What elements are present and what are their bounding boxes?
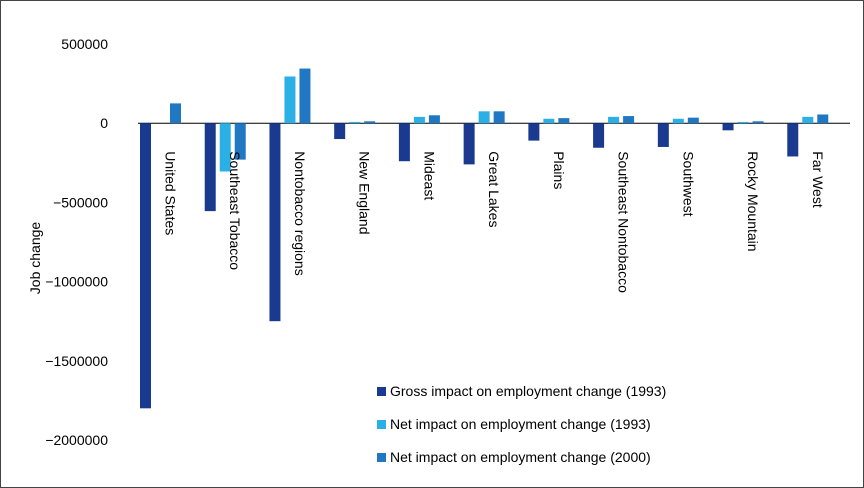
legend-label: Net impact on employment change (2000) [390, 449, 651, 465]
bar-10-series-1 [802, 116, 814, 124]
y-tick-label: −500000 [53, 194, 108, 210]
bar-4-series-2 [428, 115, 440, 124]
bar-1-series-0 [204, 123, 216, 212]
category-label: Great Lakes [486, 151, 502, 227]
bar-1-series-1 [219, 123, 231, 172]
category-label: New England [357, 151, 373, 234]
bar-10-series-2 [817, 114, 829, 124]
category-label: Nontobacco regions [292, 151, 308, 276]
category-label: Mideast [421, 151, 437, 200]
bar-3-series-2 [364, 121, 376, 124]
bar-7-series-2 [623, 116, 635, 124]
bar-6-series-1 [543, 118, 555, 124]
legend: Gross impact on employment change (1993)… [377, 383, 666, 465]
bar-5-series-2 [493, 111, 505, 124]
category-label: Rocky Mountain [745, 151, 761, 251]
bar-8-series-0 [657, 123, 669, 147]
legend-swatch [377, 453, 386, 462]
bar-5-series-0 [463, 123, 475, 165]
category-label: Southeast Nontobacco [616, 151, 632, 293]
y-axis-label: Job change [27, 222, 43, 295]
y-tick-label: −2000000 [45, 432, 108, 448]
bar-4-series-0 [398, 123, 410, 162]
category-label: Southwest [680, 151, 696, 216]
bar-10-series-0 [787, 123, 799, 157]
bar-7-series-1 [608, 116, 620, 124]
bars [140, 68, 829, 409]
y-tick-label: 500000 [61, 36, 108, 52]
bar-0-series-2 [170, 103, 181, 124]
bar-9-series-0 [722, 123, 734, 131]
legend-swatch [377, 420, 386, 429]
y-tick-label: −1000000 [45, 274, 108, 290]
bar-1-series-2 [234, 123, 246, 160]
bar-3-series-0 [334, 123, 346, 140]
bar-2-series-0 [269, 123, 281, 322]
bar-3-series-1 [349, 121, 361, 124]
category-label: Plains [551, 151, 567, 189]
bar-4-series-1 [413, 116, 425, 124]
y-tick-label: −1500000 [45, 353, 108, 369]
bar-9-series-1 [737, 121, 749, 124]
bar-8-series-2 [687, 117, 699, 124]
bar-6-series-2 [558, 118, 570, 124]
y-axis: 500000 0 −500000 −1000000 −1500000 −2000000 [45, 36, 108, 448]
bar-2-series-2 [299, 68, 311, 124]
bar-5-series-1 [478, 111, 490, 124]
category-label: Far West [810, 151, 826, 208]
category-labels: United States Southeast Tobacco Nontobacco… [163, 151, 826, 293]
legend-label: Gross impact on employment change (1993) [390, 383, 666, 399]
category-label: Southeast Tobacco [227, 151, 243, 270]
bar-7-series-0 [593, 123, 605, 148]
bar-9-series-2 [752, 121, 764, 124]
bar-0-series-0 [140, 123, 151, 409]
bar-8-series-1 [672, 118, 684, 124]
bar-6-series-0 [528, 123, 540, 141]
bar-2-series-1 [284, 76, 296, 124]
legend-swatch [377, 387, 386, 396]
y-tick-label: 0 [100, 115, 108, 131]
category-label: United States [163, 151, 179, 235]
legend-label: Net impact on employment change (1993) [390, 416, 651, 432]
